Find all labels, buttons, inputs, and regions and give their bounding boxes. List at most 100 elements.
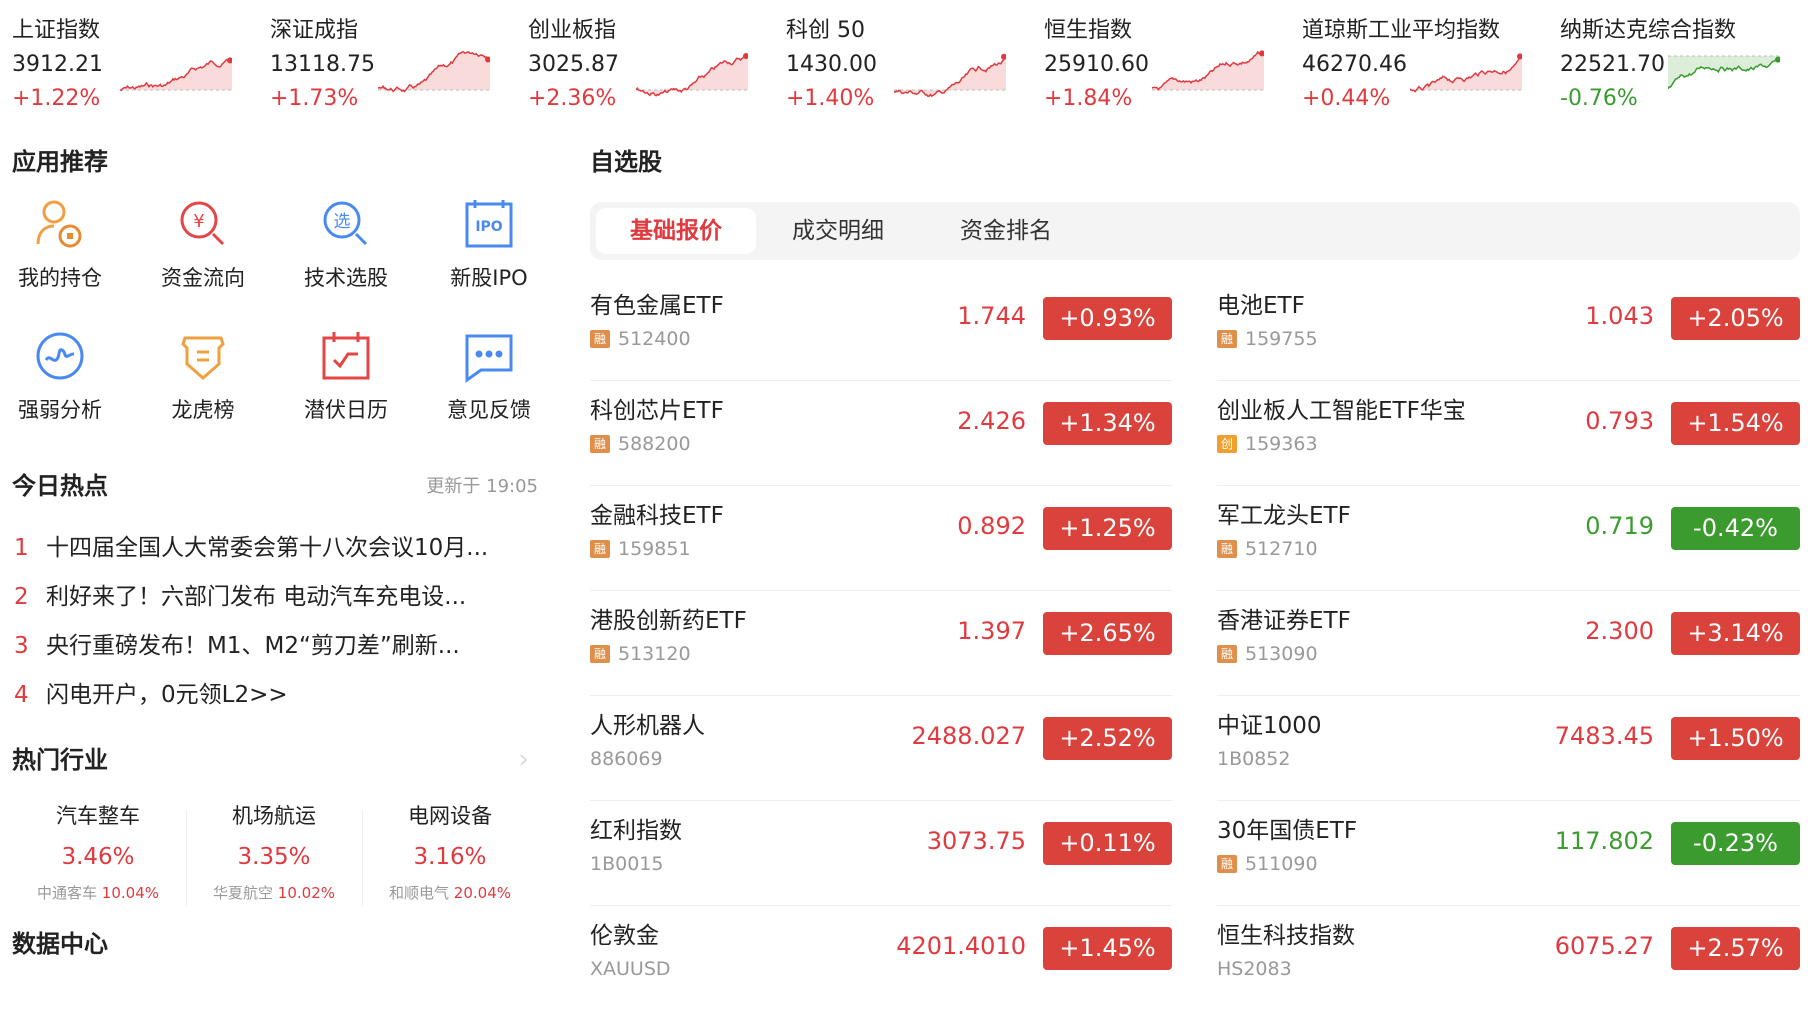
- watchlist-row[interactable]: 30年国债ETF 融 511090 117.802 -0.23%: [1217, 801, 1800, 906]
- app-user-coin[interactable]: 我的持仓: [0, 196, 125, 292]
- change-badge[interactable]: +1.54%: [1671, 402, 1800, 445]
- watchlist-row[interactable]: 有色金属ETF 融 512400 1.744 +0.93%: [590, 276, 1172, 381]
- stock-price: 1.043: [1585, 302, 1654, 330]
- stock-name: 创业板人工智能ETF华宝: [1217, 398, 1466, 424]
- stock-name: 科创芯片ETF: [590, 398, 724, 424]
- index-name: 纳斯达克综合指数: [1560, 18, 1737, 43]
- watchlist-row[interactable]: 军工龙头ETF 融 512710 0.719 -0.42%: [1217, 486, 1800, 591]
- watchlist-row[interactable]: 科创芯片ETF 融 588200 2.426 +1.34%: [590, 381, 1172, 486]
- index-card[interactable]: 深证成指 13118.75 +1.73%: [258, 0, 516, 120]
- industry-leader: 和顺电气 20.04%: [362, 882, 538, 903]
- industry-change: 3.16%: [413, 844, 487, 870]
- app-shield[interactable]: 龙虎榜: [138, 328, 268, 424]
- watchlist-row[interactable]: 中证1000 1B0852 7483.45 +1.50%: [1217, 696, 1800, 801]
- stock-code: 886069: [590, 748, 663, 770]
- index-sparkline: [378, 51, 490, 93]
- industry-card[interactable]: 电网设备 3.16% 和顺电气 20.04%: [362, 800, 538, 903]
- change-badge[interactable]: +1.45%: [1043, 927, 1172, 970]
- watchlist-row[interactable]: 伦敦金 XAUUSD 4201.4010 +1.45%: [590, 906, 1172, 1011]
- row-divider: [590, 800, 1172, 801]
- news-item[interactable]: 1 十四届全国人大常委会第十八次会议10月...: [14, 528, 544, 562]
- watchlist-row[interactable]: 香港证券ETF 融 513090 2.300 +3.14%: [1217, 591, 1800, 696]
- app-check-calendar[interactable]: 潜伏日历: [281, 328, 411, 424]
- app-ipo-calendar[interactable]: IPO 新股IPO: [424, 196, 554, 292]
- tab-trade-detail[interactable]: 成交明细: [792, 218, 884, 244]
- stock-code-line: 融 513120: [590, 643, 691, 665]
- margin-tag: 融: [1217, 330, 1237, 348]
- industry-card[interactable]: 机场航运 3.35% 华夏航空 10.02%: [186, 800, 362, 903]
- watchlist-row[interactable]: 金融科技ETF 融 159851 0.892 +1.25%: [590, 486, 1172, 591]
- app-chat-bubble[interactable]: 意见反馈: [424, 328, 554, 424]
- stock-code-line: XAUUSD: [590, 958, 671, 980]
- app-select-search[interactable]: 选技术选股: [281, 196, 411, 292]
- tab-basic-quote[interactable]: 基础报价: [596, 208, 756, 254]
- industry-card[interactable]: 汽车整车 3.46% 中通客车 10.04%: [10, 800, 186, 903]
- stock-name: 30年国债ETF: [1217, 818, 1358, 844]
- watchlist-row[interactable]: 红利指数 1B0015 3073.75 +0.11%: [590, 801, 1172, 906]
- watchlist-row[interactable]: 电池ETF 融 159755 1.043 +2.05%: [1217, 276, 1800, 381]
- app-yuan-search[interactable]: ¥ 资金流向: [138, 196, 268, 292]
- stock-price: 0.793: [1585, 407, 1654, 435]
- app-label: 龙虎榜: [171, 398, 235, 422]
- change-badge[interactable]: +1.34%: [1043, 402, 1172, 445]
- index-card[interactable]: 恒生指数 25910.60 +1.84%: [1032, 0, 1290, 120]
- stock-price: 117.802: [1554, 827, 1654, 855]
- stock-price: 2.300: [1585, 617, 1654, 645]
- index-card[interactable]: 道琼斯工业平均指数 46270.46 +0.44%: [1290, 0, 1548, 120]
- divider: [362, 810, 363, 906]
- app-wave-circle[interactable]: 强弱分析: [0, 328, 125, 424]
- stock-name: 中证1000: [1217, 713, 1322, 739]
- watchlist-row[interactable]: 创业板人工智能ETF华宝创 159363 0.793 +1.54%: [1217, 381, 1800, 486]
- app-label: 新股IPO: [450, 266, 528, 290]
- margin-tag: 融: [1217, 645, 1237, 663]
- stock-code-line: 1B0852: [1217, 748, 1290, 770]
- watchlist-row[interactable]: 恒生科技指数 HS2083 6075.27 +2.57%: [1217, 906, 1800, 1011]
- stock-name: 恒生科技指数: [1217, 923, 1355, 949]
- change-badge[interactable]: +1.50%: [1671, 717, 1800, 760]
- leader-change: 20.04%: [453, 884, 511, 902]
- change-badge[interactable]: +0.93%: [1043, 297, 1172, 340]
- index-card[interactable]: 科创 50 1430.00 +1.40%: [774, 0, 1032, 120]
- watchlist-row[interactable]: 港股创新药ETF 融 513120 1.397 +2.65%: [590, 591, 1172, 696]
- change-badge[interactable]: -0.42%: [1671, 507, 1800, 550]
- change-badge[interactable]: -0.23%: [1671, 822, 1800, 865]
- change-badge[interactable]: +1.25%: [1043, 507, 1172, 550]
- stock-price: 0.719: [1585, 512, 1654, 540]
- sparkline-line: [894, 56, 1006, 98]
- change-badge[interactable]: +2.57%: [1671, 927, 1800, 970]
- index-change: +1.40%: [786, 86, 875, 111]
- news-item[interactable]: 3 央行重磅发布！M1、M2“剪刀差”刷新...: [14, 626, 544, 660]
- data-center-title[interactable]: 数据中心: [12, 930, 108, 958]
- stock-name: 金融科技ETF: [590, 503, 724, 529]
- index-card[interactable]: 纳斯达克综合指数 22521.70 -0.76%: [1548, 0, 1806, 120]
- news-rank: 4: [14, 682, 29, 708]
- change-badge[interactable]: +2.52%: [1043, 717, 1172, 760]
- tab-fund-rank[interactable]: 资金排名: [960, 218, 1052, 244]
- index-name: 科创 50: [786, 18, 865, 43]
- news-item[interactable]: 2 利好来了！六部门发布 电动汽车充电设...: [14, 577, 544, 611]
- index-name: 道琼斯工业平均指数: [1302, 18, 1501, 43]
- index-change: +1.22%: [12, 86, 101, 111]
- index-card[interactable]: 上证指数 3912.21 +1.22%: [0, 0, 258, 120]
- stock-name: 香港证券ETF: [1217, 608, 1351, 634]
- leader-name: 中通客车: [37, 884, 98, 902]
- sparkline-end-dot: [1517, 53, 1522, 60]
- watchlist-row[interactable]: 人形机器人 886069 2488.027 +2.52%: [590, 696, 1172, 801]
- change-badge[interactable]: +0.11%: [1043, 822, 1172, 865]
- wave-circle-icon: [32, 328, 88, 384]
- change-badge[interactable]: +2.65%: [1043, 612, 1172, 655]
- stock-code-line: 创 159363: [1217, 433, 1318, 455]
- news-item[interactable]: 4 闪电开户，0元领L2>>: [14, 675, 544, 709]
- change-badge[interactable]: +3.14%: [1671, 612, 1800, 655]
- margin-tag: 融: [590, 540, 610, 558]
- chevron-right-icon[interactable]: ›: [518, 742, 530, 775]
- change-badge[interactable]: +2.05%: [1671, 297, 1800, 340]
- apps-title: 应用推荐: [12, 148, 108, 176]
- industry-change: 3.46%: [61, 844, 135, 870]
- index-card[interactable]: 创业板指 3025.87 +2.36%: [516, 0, 774, 120]
- leader-change: 10.02%: [277, 884, 335, 902]
- stock-price: 7483.45: [1554, 722, 1654, 750]
- app-label: 我的持仓: [18, 266, 102, 290]
- industry-title[interactable]: 热门行业: [12, 746, 108, 774]
- index-value: 25910.60: [1044, 52, 1149, 77]
